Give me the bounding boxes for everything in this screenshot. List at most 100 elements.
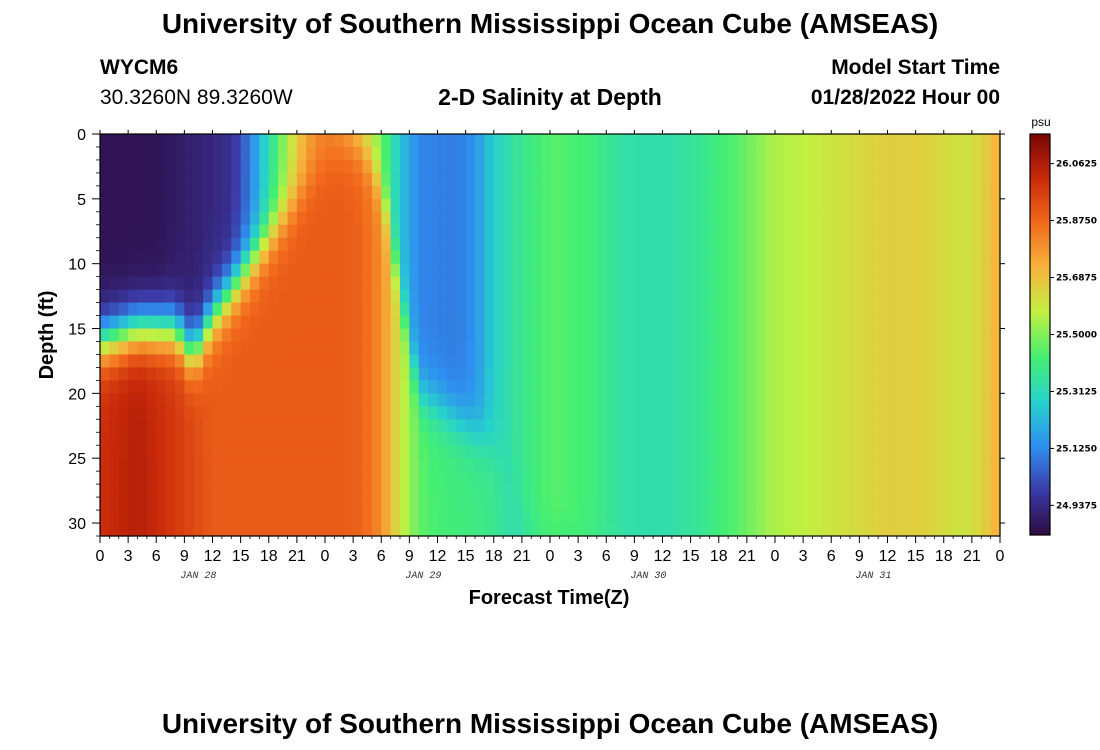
heatmap-cell — [371, 341, 382, 356]
heatmap-cell — [493, 380, 504, 394]
heatmap-cell — [568, 419, 579, 433]
heatmap-cell — [100, 393, 110, 407]
heatmap-cell — [878, 497, 889, 511]
heatmap-cell — [531, 445, 542, 459]
heatmap-cell — [737, 134, 748, 148]
heatmap-cell — [128, 134, 139, 148]
heatmap-cell — [756, 406, 767, 420]
heatmap-cell — [746, 458, 757, 472]
heatmap-cell — [315, 263, 326, 278]
heatmap-cell — [128, 380, 139, 394]
heatmap-cell — [118, 341, 129, 356]
heatmap-cell — [156, 406, 167, 420]
heatmap-cell — [156, 315, 167, 330]
heatmap-cell — [587, 354, 598, 369]
heatmap-cell — [381, 419, 392, 433]
heatmap-cell — [165, 523, 176, 537]
heatmap-cell — [484, 510, 495, 524]
heatmap-cell — [437, 380, 448, 394]
heatmap-cell — [840, 224, 851, 239]
heatmap-cell — [643, 263, 654, 278]
x-tick-label: 12 — [204, 548, 222, 565]
heatmap-cell — [156, 185, 167, 200]
heatmap-cell — [896, 523, 907, 537]
heatmap-cell — [531, 367, 542, 381]
heatmap-cell — [456, 458, 467, 472]
heatmap-cell — [287, 380, 298, 394]
heatmap-cell — [531, 406, 542, 420]
heatmap-cell — [540, 510, 551, 524]
heatmap-cell — [353, 523, 364, 537]
heatmap-cell — [709, 198, 720, 213]
heatmap-cell — [578, 224, 589, 239]
heatmap-cell — [503, 237, 514, 252]
heatmap-cell — [718, 393, 729, 407]
heatmap-cell — [821, 432, 832, 446]
heatmap-cell — [634, 354, 645, 369]
heatmap-cell — [231, 458, 242, 472]
heatmap-cell — [409, 380, 420, 394]
heatmap-cell — [390, 289, 401, 304]
heatmap-cell — [971, 432, 982, 446]
heatmap-cell — [221, 302, 232, 317]
heatmap-cell — [568, 432, 579, 446]
heatmap-cell — [353, 302, 364, 317]
heatmap-cell — [906, 263, 917, 278]
x-tick-label: 15 — [457, 548, 475, 565]
heatmap-cell — [896, 315, 907, 330]
heatmap-cell — [100, 250, 110, 265]
heatmap-cell — [437, 276, 448, 291]
heatmap-cell — [850, 172, 860, 187]
heatmap-cell — [728, 471, 739, 485]
heatmap-cell — [821, 263, 832, 278]
heatmap-cell — [896, 172, 907, 187]
heatmap-cell — [128, 263, 139, 278]
heatmap-cell — [165, 445, 176, 459]
heatmap-cell — [559, 250, 570, 265]
heatmap-cell — [831, 315, 842, 330]
heatmap-cell — [268, 211, 279, 226]
heatmap-cell — [203, 250, 214, 265]
heatmap-cell — [512, 445, 523, 459]
heatmap-cell — [709, 484, 720, 498]
heatmap-cell — [821, 523, 832, 537]
heatmap-cell — [456, 328, 467, 343]
heatmap-cell — [718, 497, 729, 511]
heatmap-cell — [962, 237, 973, 252]
heatmap-cell — [428, 276, 439, 291]
heatmap-cell — [915, 302, 926, 317]
heatmap-cell — [550, 367, 560, 381]
heatmap-cell — [156, 484, 167, 498]
heatmap-cell — [184, 263, 195, 278]
heatmap-cell — [521, 172, 532, 187]
heatmap-cell — [634, 237, 645, 252]
heatmap-cell — [353, 211, 364, 226]
heatmap-cell — [128, 432, 139, 446]
heatmap-cell — [306, 211, 317, 226]
heatmap-cell — [821, 315, 832, 330]
heatmap-cell — [437, 458, 448, 472]
heatmap-cell — [306, 367, 317, 381]
heatmap-cell — [334, 354, 345, 369]
heatmap-cell — [643, 380, 654, 394]
heatmap-cell — [578, 510, 589, 524]
heatmap-cell — [625, 484, 635, 498]
heatmap-cell — [681, 198, 692, 213]
heatmap-cell — [521, 523, 532, 537]
heatmap-cell — [653, 315, 664, 330]
heatmap-cell — [268, 445, 279, 459]
heatmap-cell — [193, 250, 204, 265]
heatmap-cell — [596, 276, 607, 291]
heatmap-cell — [165, 172, 176, 187]
heatmap-cell — [887, 380, 898, 394]
heatmap-cell — [118, 302, 129, 317]
heatmap-cell — [746, 510, 757, 524]
heatmap-cell — [334, 302, 345, 317]
heatmap-cell — [784, 250, 795, 265]
heatmap-cell — [784, 134, 795, 148]
heatmap-cell — [109, 393, 120, 407]
heatmap-cell — [587, 263, 598, 278]
heatmap-cell — [278, 328, 289, 343]
heatmap-cell — [156, 341, 167, 356]
heatmap-cell — [793, 172, 804, 187]
